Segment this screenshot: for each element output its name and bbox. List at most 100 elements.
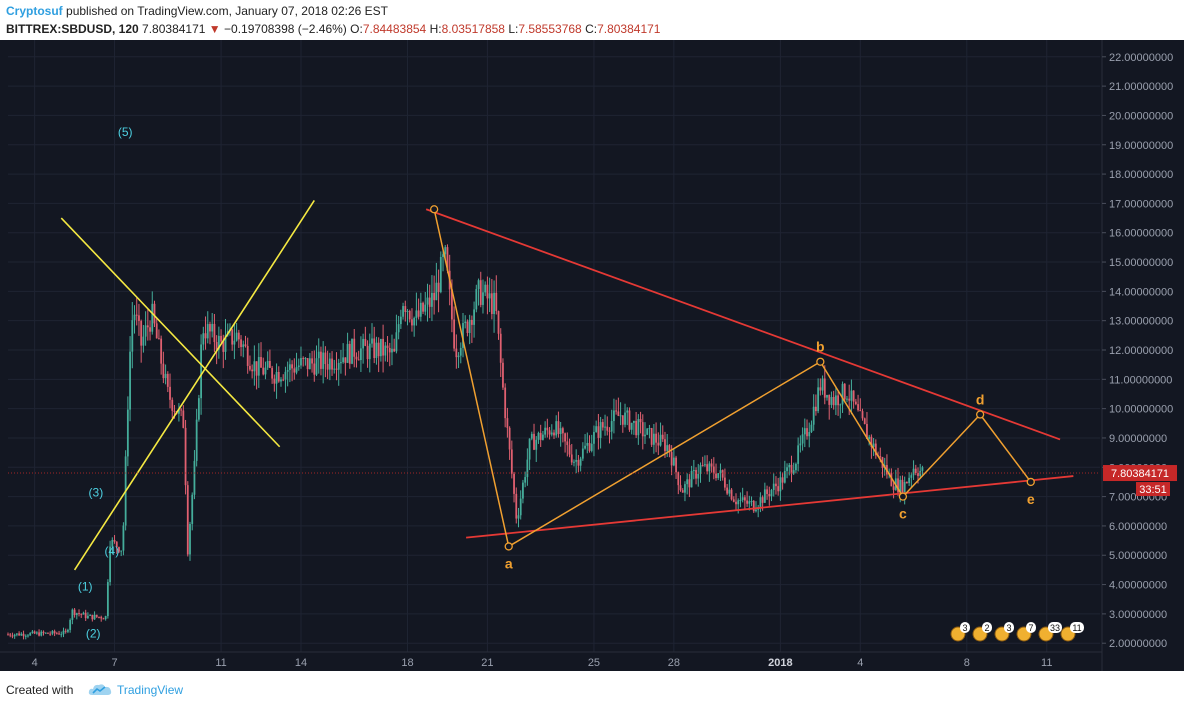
event-count-label: 3 [962, 623, 967, 633]
candle-body [823, 378, 826, 398]
tradingview-brand-link[interactable]: TradingView [117, 683, 184, 697]
candle-body [834, 395, 837, 406]
candle-body [648, 428, 651, 430]
symbol-label: BITTREX:SBDUSD, 120 [6, 22, 139, 36]
candle-body [914, 468, 917, 473]
time-tick-label: 14 [295, 657, 307, 669]
candle-body [659, 434, 662, 446]
candle-body [546, 427, 549, 431]
candle-body [462, 323, 464, 348]
candle-body [379, 338, 382, 357]
price-tick-label: 20.00000000 [1109, 110, 1173, 122]
candle-body [102, 618, 105, 620]
candle-body [315, 358, 318, 375]
candle-body [646, 428, 649, 435]
candle-body [189, 523, 191, 555]
event-count-label: 2 [984, 623, 989, 633]
candle-body [422, 302, 424, 312]
candle-body [122, 525, 125, 551]
candle-body [484, 284, 487, 293]
candle-body [300, 358, 302, 366]
candle-body [166, 373, 169, 387]
candle-body [608, 430, 611, 432]
candle-body [861, 411, 864, 419]
candle-body [526, 459, 529, 478]
candle-body [213, 323, 216, 343]
candle-body [424, 304, 427, 312]
candle-body [40, 631, 43, 636]
candle-body [302, 358, 305, 360]
candle-body [586, 442, 589, 446]
author-link[interactable]: Cryptosuf [6, 4, 63, 18]
candle-body [200, 344, 202, 399]
candle-body [371, 338, 373, 344]
candle-body [291, 364, 293, 369]
candle-body [451, 289, 453, 320]
candle-body [373, 338, 376, 358]
wave-line-orange [902, 413, 981, 498]
open-value: 7.84483854 [362, 22, 427, 36]
candle-body [244, 344, 247, 346]
wave-point-b [816, 357, 825, 366]
grid [8, 40, 1100, 652]
candle-body [619, 415, 622, 417]
candle-body [320, 351, 322, 369]
publish-line: Cryptosuf published on TradingView.com, … [6, 4, 388, 18]
candle-body [755, 509, 757, 512]
candle-body [675, 457, 677, 473]
candle-body [215, 342, 218, 350]
created-with-text: Created with [6, 683, 74, 697]
wave-label-c: c [899, 506, 907, 522]
candle-body [169, 386, 171, 400]
candle-body [237, 332, 240, 340]
price-tick-label: 19.00000000 [1109, 140, 1173, 152]
candle-body [106, 582, 109, 617]
candle-body [615, 410, 618, 412]
candle-body [406, 311, 409, 313]
candle-body [138, 315, 140, 321]
candle-body [537, 432, 540, 440]
price-change: −0.19708398 (−2.46%) [224, 22, 347, 36]
elliott-label: (5) [118, 125, 133, 139]
candlestick-chart[interactable]: a b c d e (1) (2) (3) (4) (5) 2.00000000 3.00000000… [0, 40, 1184, 671]
candle-body [251, 369, 254, 372]
candle-body [211, 323, 214, 332]
candle-body [180, 409, 183, 411]
candle-body [843, 383, 846, 400]
time-tick-label: 18 [401, 657, 413, 669]
candle-body [772, 483, 775, 490]
candle-body [360, 348, 362, 361]
candle-body [44, 632, 47, 634]
candle-body [897, 478, 899, 493]
candle-body [581, 448, 584, 459]
elliott-label: (2) [86, 626, 101, 640]
candle-body [817, 387, 820, 412]
candle-body [697, 473, 700, 479]
candle-body [637, 419, 640, 436]
candle-body [439, 257, 442, 293]
candle-body [311, 358, 313, 364]
candle-body [908, 477, 911, 484]
candle-body [344, 357, 347, 363]
current-price-label: 7.80384171 [1111, 468, 1169, 480]
candle-body [297, 365, 300, 368]
time-tick-label: 25 [588, 657, 600, 669]
candle-body [78, 613, 80, 615]
candle-body [273, 378, 276, 384]
candle-body [839, 404, 842, 406]
candle-body [20, 633, 23, 636]
candle-body [197, 398, 200, 420]
candle-body [235, 332, 238, 341]
candle-body [382, 338, 384, 356]
candle-body [120, 550, 123, 552]
wave-label-b: b [816, 339, 825, 355]
candle-body [502, 362, 504, 388]
candle-body [519, 498, 522, 516]
candle-body [164, 373, 167, 379]
price-tick-label: 10.00000000 [1109, 404, 1173, 416]
candle-body [47, 632, 49, 634]
candle-body [766, 489, 768, 494]
candle-body [628, 410, 631, 430]
low-value: 7.58553768 [518, 22, 582, 36]
candle-body [224, 335, 227, 352]
